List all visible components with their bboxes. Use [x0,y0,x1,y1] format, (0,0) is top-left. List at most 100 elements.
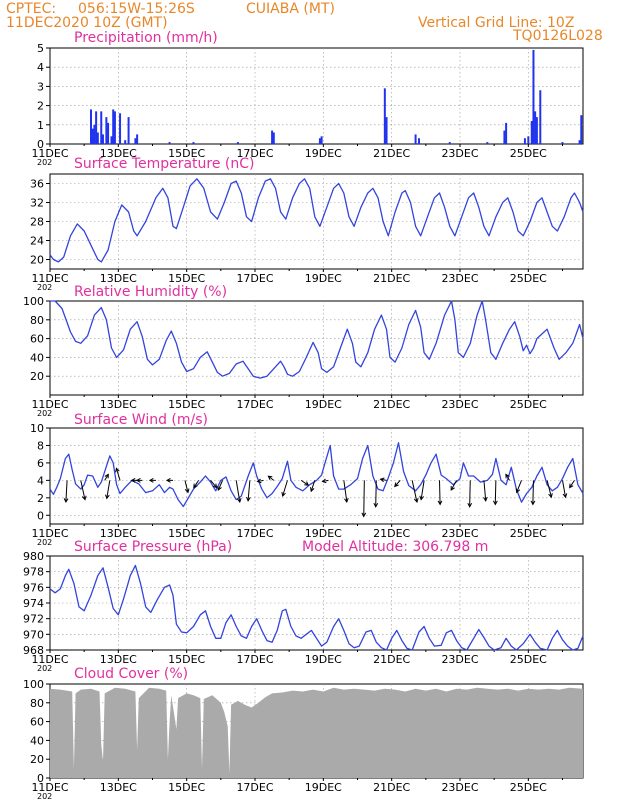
wind-title: Surface Wind (m/s) [74,412,208,428]
temp-ytick-label: 24 [30,235,44,248]
wind-arrow-shaft [450,480,458,491]
temp-year-fragment: 202 [37,283,52,292]
temp-ytick-label: 32 [30,197,44,210]
wind-arrow-shaft [235,480,241,503]
precip-bar [539,90,542,144]
precip-bar [119,113,122,144]
wind-arrow-head [419,495,424,501]
wind-xtick-label: 17DEC [236,527,273,540]
wind-arrow-shaft [310,480,316,492]
wind-arrow-head [379,477,385,483]
precip-bar [134,138,137,144]
temp-title: Surface Temperature (nC) [74,156,255,172]
precip-bar [534,111,537,144]
wind-arrow-head [148,477,154,483]
precip-year-fragment: 202 [37,158,52,167]
precip-xtick-label: 25DEC [510,147,547,160]
wind-arrow-head [165,477,171,483]
precip-bar [272,132,275,144]
cloud-xtick-label: 23DEC [441,781,478,794]
wind-arrow-head [246,496,251,502]
wind-arrow-shaft [282,480,288,497]
wind-arrow-head [135,477,141,483]
cloud-xtick-label: 11DEC [31,781,68,794]
precip-bar [527,136,530,144]
wind-arrow-shaft [562,480,566,498]
rh-year-fragment: 202 [37,409,52,418]
pres-ytick-label: 976 [23,581,44,594]
precip-bar [320,136,323,144]
wind-arrow-head [267,475,273,481]
pres-xtick-label: 21DEC [373,653,410,666]
precip-bar [271,130,274,144]
wind-series-line [49,442,584,508]
cloud-xtick-label: 19DEC [305,781,342,794]
precip-ytick-label: 3 [37,80,44,93]
rh-ytick-label: 80 [30,314,44,327]
wind-ytick-label: 0 [37,509,44,522]
wind-arrow-shaft [217,480,223,491]
wind-arrow-head [569,483,574,489]
wind-arrow-shaft [469,480,471,507]
header-datetime: 11DEC2020 10Z (GMT) [6,15,168,31]
wind-year-fragment: 202 [37,538,52,547]
wind-arrow-shaft [494,480,497,505]
precip-title: Precipitation (mm/h) [74,30,218,46]
precip-bar [110,136,113,144]
cloud-area [50,687,583,778]
precip-xtick-label: 11DEC [31,147,68,160]
wind-arrow-shaft [483,480,487,501]
wind-arrow-head [492,500,498,506]
wind-xtick-label: 23DEC [441,527,478,540]
wind-arrow-head [105,494,110,500]
wind-arrow-shaft [394,480,401,487]
wind-arrow-head [236,498,242,504]
wind-arrow-shaft [184,480,189,493]
pres-ytick-label: 978 [23,566,44,579]
precip-bar [383,88,386,144]
cloud-title: Cloud Cover (%) [74,666,188,682]
rh-xtick-label: 15DEC [168,398,205,411]
wind-arrow-shaft [343,480,348,503]
rh-xtick-label: 23DEC [441,398,478,411]
precip-ytick-label: 2 [37,100,44,113]
wind-arrow-head [394,482,399,488]
precip-bar [127,117,130,144]
wind-arrow-head [115,467,120,473]
wind-frame [49,427,584,525]
wind-xtick-label: 21DEC [373,527,410,540]
wind-arrow-head [193,483,198,489]
precip-bar [503,130,506,144]
pres-xtick-label: 23DEC [441,653,478,666]
precip-bar [91,128,94,144]
wind-arrow-shaft [375,480,377,507]
cloud-ytick-label: 0 [37,772,44,785]
precip-bar [107,122,110,144]
precip-bar [505,122,508,144]
precip-bar [318,138,321,144]
precip-bar [90,109,92,144]
cloud-xtick-label: 15DEC [168,781,205,794]
wind-arrow-head [413,497,419,504]
precip-bar [95,111,98,144]
wind-arrow-shaft [420,480,425,500]
precip-bar [113,111,116,144]
temp-xtick-label: 17DEC [236,272,273,285]
header-grid-note: Vertical Grid Line: 10Z [418,15,575,31]
precip-bar [236,142,239,144]
wind-arrow-head [344,498,349,504]
rh-xtick-label: 19DEC [305,398,342,411]
precip-xtick-label: 23DEC [441,147,478,160]
precip-bar [385,117,388,144]
wind-arrow-shaft [569,480,575,488]
wind-arrow-head [483,496,488,502]
cloud-xtick-label: 21DEC [373,781,410,794]
wind-arrow-head [321,478,327,484]
precip-bar [580,115,583,144]
precip-xtick-label: 21DEC [373,147,410,160]
precip-ytick-label: 4 [37,61,44,74]
cloud-xtick-label: 25DEC [510,781,547,794]
rh-series-line [50,300,584,379]
cloud-year-fragment: 202 [37,792,52,800]
pres-xtick-label: 19DEC [305,653,342,666]
